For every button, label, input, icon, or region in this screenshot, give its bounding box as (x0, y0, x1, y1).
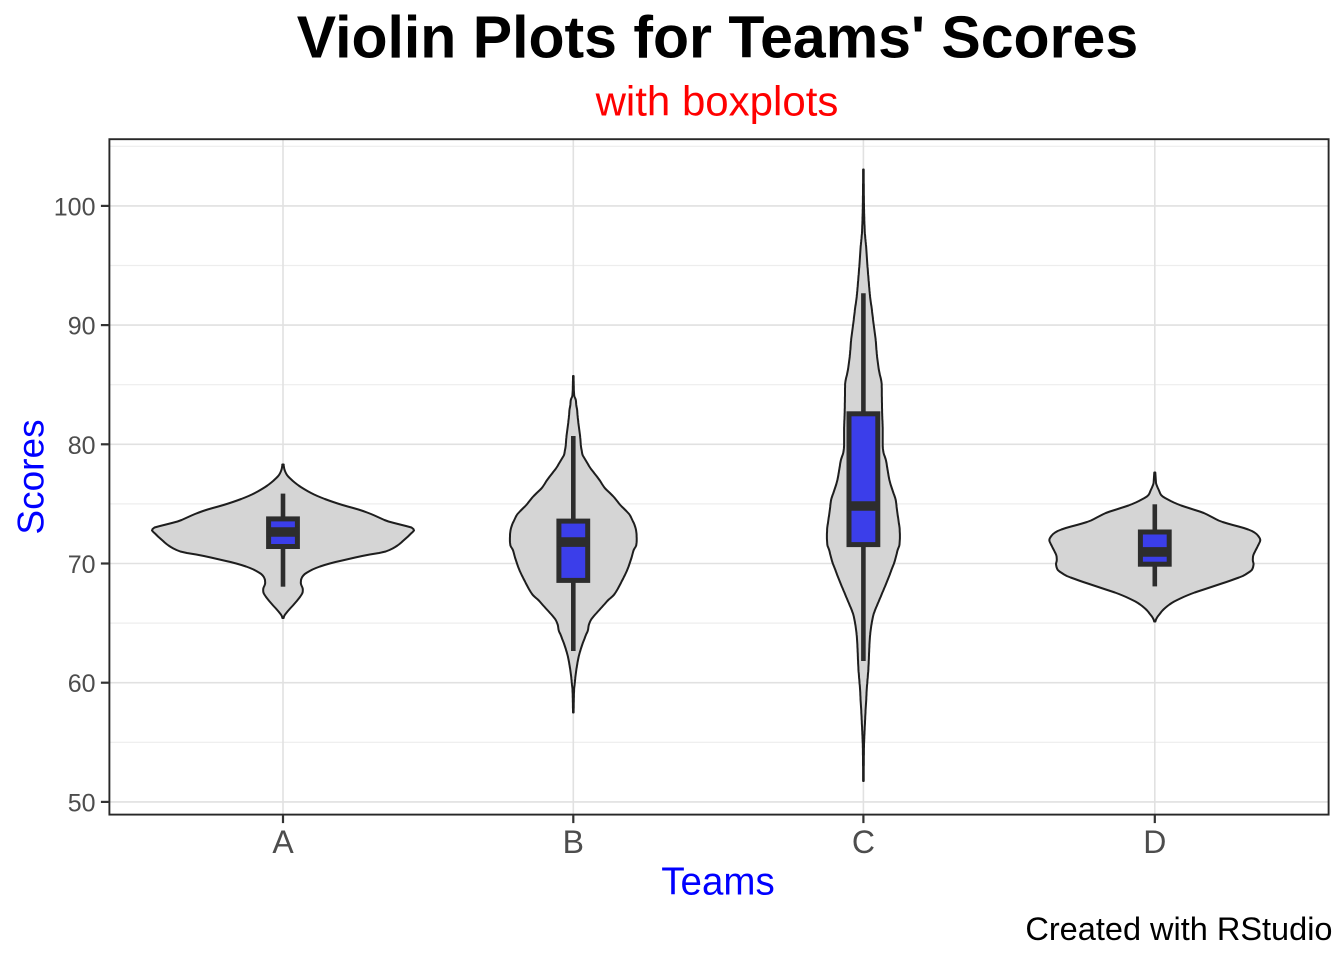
svg-text:Violin Plots for Teams' Scores: Violin Plots for Teams' Scores (297, 5, 1138, 71)
svg-text:C: C (852, 824, 875, 860)
svg-text:80: 80 (68, 432, 96, 460)
svg-text:70: 70 (68, 551, 96, 579)
svg-text:B: B (563, 824, 584, 860)
svg-text:D: D (1143, 824, 1166, 860)
svg-text:50: 50 (68, 789, 96, 817)
svg-text:90: 90 (68, 313, 96, 341)
svg-text:Scores: Scores (11, 419, 52, 534)
svg-text:Teams: Teams (661, 861, 774, 904)
svg-text:100: 100 (54, 193, 96, 221)
svg-text:Created with RStudio: Created with RStudio (1025, 911, 1332, 947)
svg-text:60: 60 (68, 670, 96, 698)
svg-text:A: A (272, 824, 294, 860)
svg-text:with boxplots: with boxplots (595, 78, 839, 125)
